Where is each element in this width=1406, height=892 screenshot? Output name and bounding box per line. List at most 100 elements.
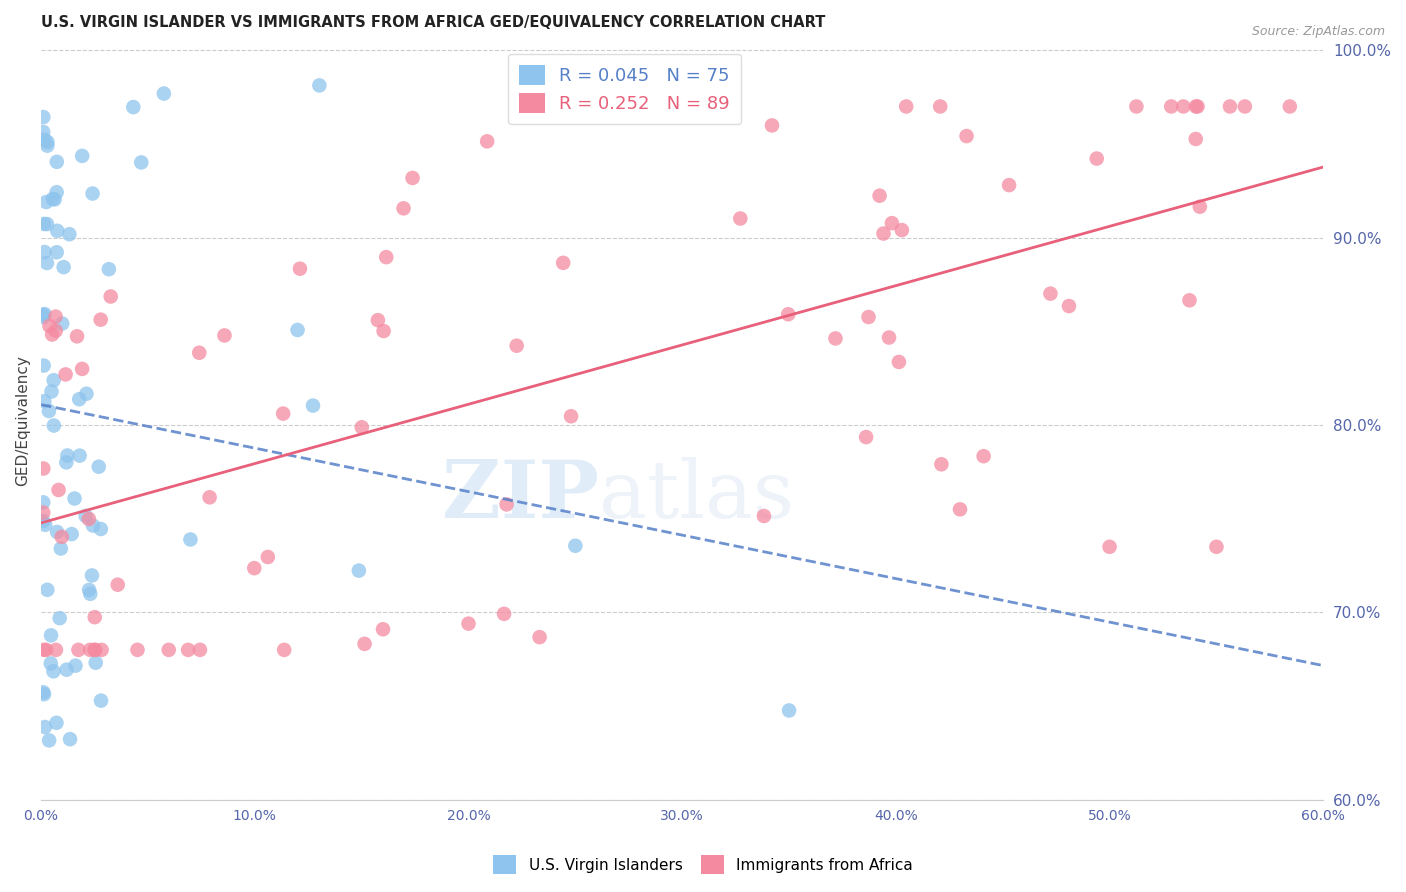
Point	[475, 134, 498, 148]
Point	[70, 362, 93, 376]
Point	[77, 582, 100, 597]
Point	[69, 449, 91, 463]
Point	[243, 561, 266, 575]
Y-axis label: GED/Equivalency: GED/Equivalency	[15, 355, 30, 486]
Point	[887, 355, 910, 369]
Point	[42, 192, 65, 206]
Point	[38, 404, 60, 418]
Point	[32, 461, 55, 475]
Point	[1057, 299, 1080, 313]
Point	[90, 522, 112, 536]
Point	[37, 582, 59, 597]
Point	[34, 720, 56, 734]
Point	[83, 643, 105, 657]
Point	[32, 495, 55, 509]
Point	[153, 87, 176, 101]
Point	[931, 457, 953, 471]
Point	[35, 256, 58, 270]
Point	[308, 78, 330, 93]
Point	[564, 539, 586, 553]
Point	[392, 202, 415, 216]
Point	[32, 310, 55, 324]
Point	[1085, 152, 1108, 166]
Point	[35, 217, 58, 231]
Point	[505, 339, 527, 353]
Point	[401, 170, 423, 185]
Point	[90, 312, 112, 326]
Point	[872, 227, 894, 241]
Point	[929, 99, 952, 113]
Point	[1098, 540, 1121, 554]
Point	[32, 125, 55, 139]
Point	[39, 657, 62, 671]
Point	[45, 186, 67, 200]
Point	[35, 194, 58, 209]
Point	[288, 261, 311, 276]
Point	[32, 110, 55, 124]
Point	[41, 327, 63, 342]
Point	[1178, 293, 1201, 308]
Legend: U.S. Virgin Islanders, Immigrants from Africa: U.S. Virgin Islanders, Immigrants from A…	[488, 849, 918, 880]
Point	[44, 193, 66, 207]
Point	[66, 329, 89, 343]
Point	[32, 359, 55, 373]
Point	[55, 663, 77, 677]
Point	[34, 307, 56, 321]
Point	[84, 643, 107, 657]
Point	[67, 643, 90, 657]
Point	[34, 133, 56, 147]
Point	[179, 533, 201, 547]
Point	[42, 418, 65, 433]
Point	[76, 386, 98, 401]
Point	[1173, 99, 1195, 113]
Point	[157, 643, 180, 657]
Point	[1125, 99, 1147, 113]
Point	[122, 100, 145, 114]
Legend: R = 0.045   N = 75, R = 0.252   N = 89: R = 0.045 N = 75, R = 0.252 N = 89	[509, 54, 741, 124]
Point	[1039, 286, 1062, 301]
Point	[35, 643, 58, 657]
Point	[198, 491, 221, 505]
Point	[1160, 99, 1182, 113]
Point	[560, 409, 582, 424]
Point	[90, 643, 112, 657]
Point	[761, 119, 783, 133]
Point	[752, 508, 775, 523]
Point	[56, 449, 79, 463]
Point	[949, 502, 972, 516]
Point	[100, 289, 122, 303]
Point	[37, 138, 59, 153]
Point	[34, 517, 56, 532]
Point	[1219, 99, 1241, 113]
Point	[45, 245, 67, 260]
Point	[353, 637, 375, 651]
Point	[1278, 99, 1301, 113]
Point	[87, 459, 110, 474]
Point	[45, 324, 67, 338]
Text: U.S. VIRGIN ISLANDER VS IMMIGRANTS FROM AFRICA GED/EQUIVALENCY CORRELATION CHART: U.S. VIRGIN ISLANDER VS IMMIGRANTS FROM …	[41, 15, 825, 30]
Point	[51, 530, 73, 544]
Point	[42, 373, 65, 387]
Text: ZIP: ZIP	[441, 458, 599, 535]
Point	[65, 658, 87, 673]
Point	[350, 420, 373, 434]
Point	[37, 135, 59, 149]
Point	[287, 323, 309, 337]
Point	[1185, 99, 1208, 113]
Point	[48, 483, 70, 497]
Point	[1187, 99, 1209, 113]
Point	[367, 313, 389, 327]
Point	[52, 260, 75, 274]
Point	[896, 99, 918, 113]
Point	[880, 216, 903, 230]
Point	[495, 497, 517, 511]
Point	[271, 407, 294, 421]
Point	[129, 155, 152, 169]
Point	[39, 628, 62, 642]
Point	[45, 154, 67, 169]
Point	[347, 564, 370, 578]
Point	[1188, 200, 1211, 214]
Point	[214, 328, 236, 343]
Point	[59, 732, 82, 747]
Point	[60, 527, 83, 541]
